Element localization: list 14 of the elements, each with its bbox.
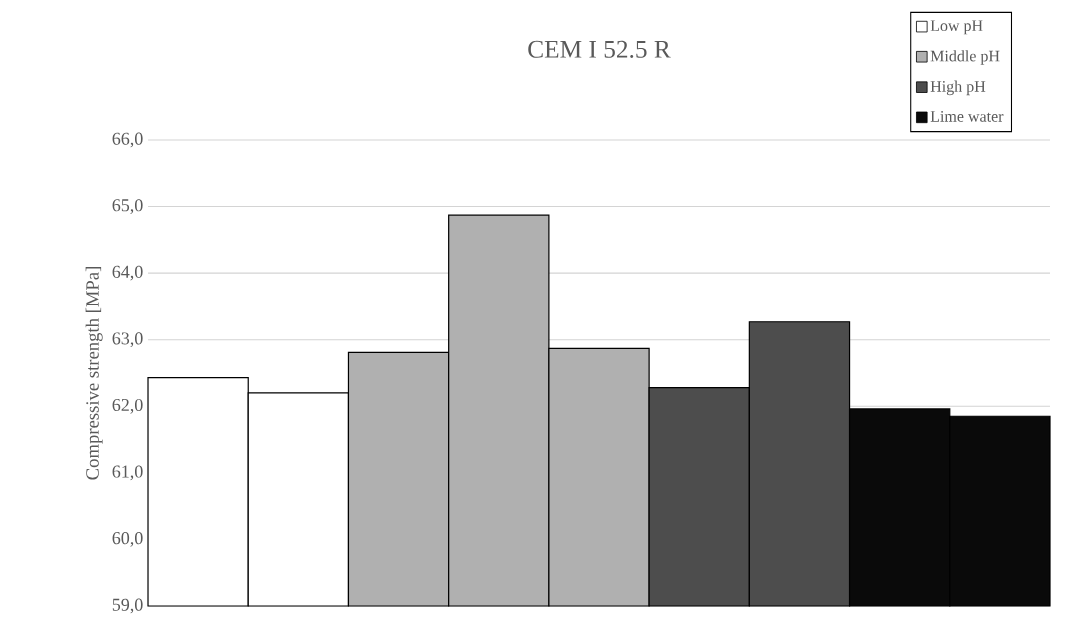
legend-label: Lime water [930,111,1004,122]
y-tick-label: 61,0 [112,465,143,481]
y-tick-label: 65,0 [112,199,143,214]
y-axis-title: Compressive strength [MPa] [85,267,103,480]
legend-label: Middle pH [930,50,1000,65]
y-tick-label: 60,0 [112,532,143,547]
y-tick-label: 66,0 [112,132,143,148]
chart-title: CEM I 52.5 R [528,40,671,58]
legend-label: Low pH [930,20,983,35]
y-tick-label: 64,0 [112,265,143,281]
legend-label: High pH [930,80,986,96]
y-tick-label: 59,0 [112,598,143,614]
y-tick-label: 63,0 [112,332,143,348]
y-tick-label: 62,0 [112,398,143,414]
